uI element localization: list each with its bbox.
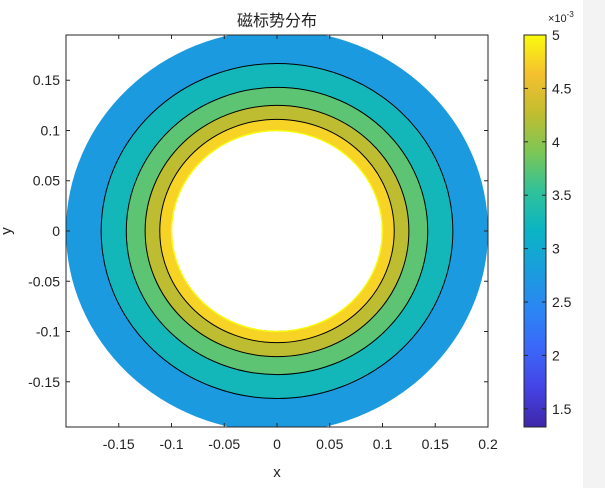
y-tick-label: 0.15 xyxy=(33,72,60,88)
colorbar-tick-label: 2 xyxy=(552,347,560,363)
y-tick-label: -0.1 xyxy=(36,324,60,340)
contour-lines xyxy=(100,62,454,400)
colorbar-tick-label: 5 xyxy=(552,27,560,43)
contour-line xyxy=(100,62,454,400)
colorbar-exponent-base: ×10 xyxy=(548,13,567,25)
colorbar-tick-label: 3 xyxy=(552,241,560,257)
inner-hole xyxy=(171,130,383,332)
y-axis-label: y xyxy=(0,227,15,235)
colorbar-tick-label: 3.5 xyxy=(552,187,572,203)
contour-line xyxy=(159,118,395,344)
y-tick-label: -0.05 xyxy=(28,273,60,289)
x-axis: -0.15 -0.1 -0.05 0 0.05 0.1 0.15 0.2 xyxy=(103,35,498,452)
colorbar-tick-label: 1.5 xyxy=(552,401,572,417)
x-axis-label: x xyxy=(273,464,281,481)
x-tick-label: 0.15 xyxy=(422,436,449,452)
contour-line xyxy=(125,86,429,376)
chart-title: 磁标势分布 xyxy=(237,12,317,30)
side-panel xyxy=(583,0,605,488)
inner-boundary-line xyxy=(170,129,384,333)
x-tick-label: -0.1 xyxy=(159,436,183,452)
y-tick-label: 0 xyxy=(52,223,60,239)
y-tick-label: -0.15 xyxy=(28,374,60,390)
colorbar[interactable]: 5 4.5 4 3.5 3 2.5 2 1.5 ×10-3 xyxy=(523,10,574,428)
y-tick-label: 0.05 xyxy=(33,173,60,189)
y-tick-label: 0.1 xyxy=(41,122,61,138)
colorbar-tick-label: 2.5 xyxy=(552,294,572,310)
contour-line xyxy=(144,104,410,358)
plot-area xyxy=(66,35,488,427)
x-tick-label: -0.15 xyxy=(103,436,135,452)
x-tick-label: 0.05 xyxy=(316,436,343,452)
contour-bands xyxy=(66,35,488,427)
y-axis: 0.15 0.1 0.05 0 -0.05 -0.1 -0.15 xyxy=(28,72,488,390)
x-tick-label: -0.05 xyxy=(208,436,240,452)
colorbar-gradient xyxy=(523,34,547,428)
x-tick-label: 0 xyxy=(273,436,281,452)
colorbar-exponent-power: -3 xyxy=(567,10,575,19)
x-tick-label: 0.2 xyxy=(478,436,498,452)
colorbar-tick-label: 4.5 xyxy=(552,80,572,96)
contour-figure: 磁标势分布 -0.15 -0.1 -0.05 0 0.05 0.1 0.15 0.2 0.15… xyxy=(0,10,574,481)
colorbar-tick-label: 4 xyxy=(552,134,560,150)
colorbar-exponent: ×10-3 xyxy=(548,10,574,25)
x-tick-label: 0.1 xyxy=(373,436,393,452)
colorbar-ticks: 5 4.5 4 3.5 3 2.5 2 1.5 xyxy=(524,27,572,417)
